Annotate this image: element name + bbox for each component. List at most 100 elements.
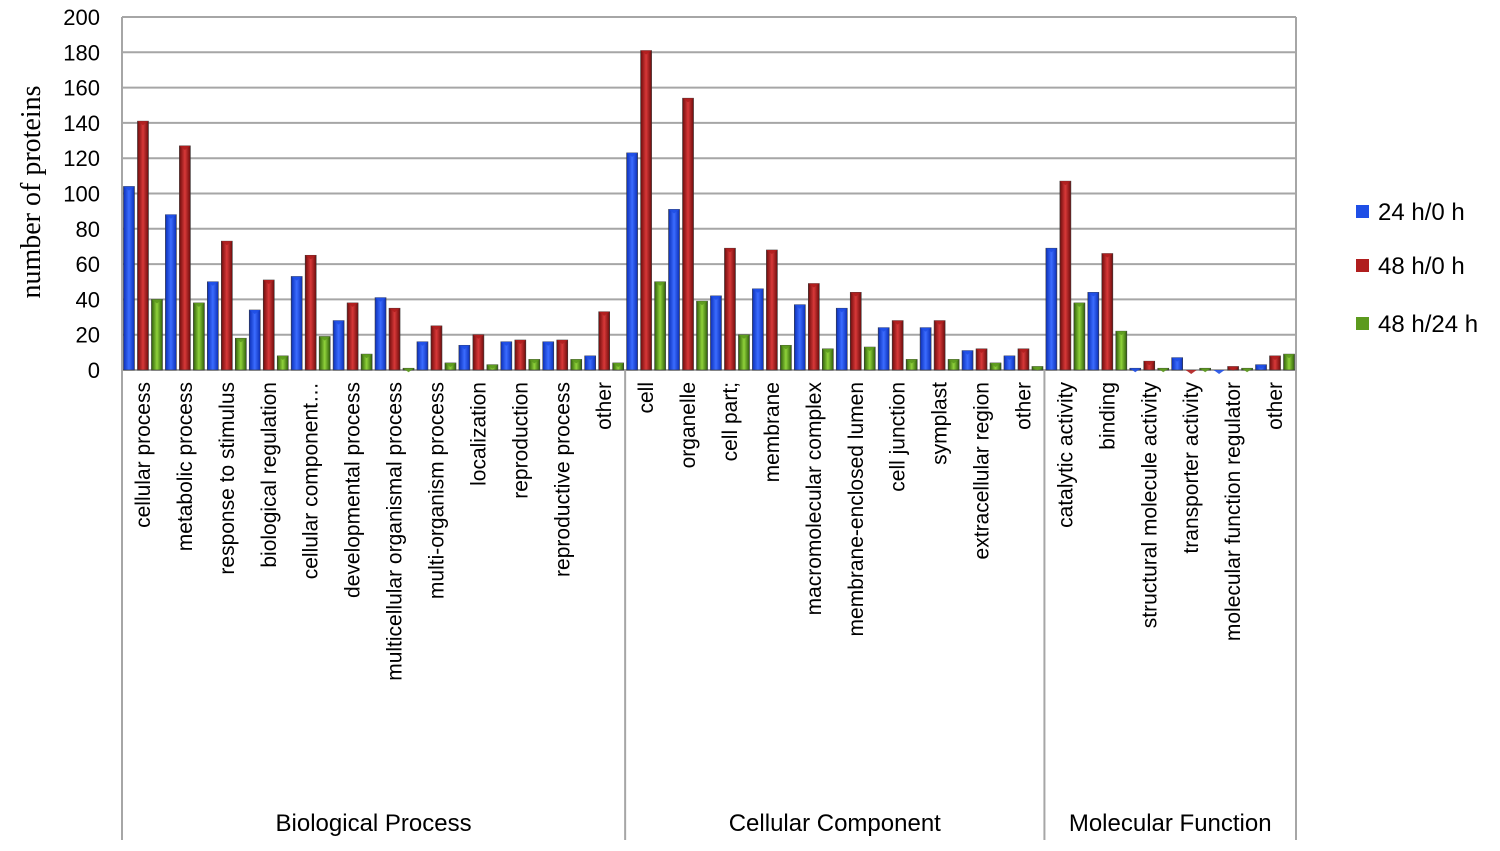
x-tick-label: localization <box>467 382 490 486</box>
bar-cap <box>514 339 526 344</box>
series-48h-0h-bar <box>346 302 359 371</box>
bar-cap <box>1129 368 1141 373</box>
bar-cap <box>1283 354 1295 359</box>
bar-cap <box>305 255 317 260</box>
y-tick-label: 80 <box>76 217 100 242</box>
series-24h-0h-bar <box>123 186 135 371</box>
series-24h-0h-bar <box>207 281 219 371</box>
bar-cap <box>766 249 778 254</box>
bar-cap <box>724 248 736 253</box>
series-24h-0h-bar <box>794 304 806 371</box>
bar-cap <box>570 359 582 364</box>
x-tick-label: response to stimulus <box>216 382 239 575</box>
bar-cap <box>1017 348 1029 353</box>
bar-cap <box>738 334 750 339</box>
bar-cap <box>165 214 177 219</box>
bar-cap <box>444 362 456 367</box>
labels: 0 20 40 60 80 100 120 140 160 180 200 cellular proc… <box>63 5 1287 837</box>
bar-cap <box>1045 248 1057 253</box>
series-48h-0h-bar <box>262 279 275 371</box>
series-48h-0h-bar <box>556 339 569 371</box>
series-24h-0h-bar <box>919 327 932 371</box>
bar-cap <box>1227 366 1239 371</box>
bar-cap <box>1157 368 1169 373</box>
series-48h-0h-bar <box>388 307 401 371</box>
bar-cap <box>403 368 415 373</box>
x-tick-label: multicellular organismal process <box>384 382 407 681</box>
bar-cap <box>1171 357 1183 362</box>
series-24h-0h-bar <box>835 307 848 371</box>
legend-entry-24h-0h: 24 h/0 h <box>1356 199 1465 226</box>
x-tick-label: reproductive process <box>551 382 574 577</box>
series-48h-0h-bar <box>808 283 820 371</box>
series-48h-0h-bar <box>849 292 862 371</box>
bar-cap <box>878 327 890 332</box>
x-tick-label: cellular process <box>132 382 155 528</box>
series-48h-24h-bar <box>235 337 247 371</box>
x-tick-label: biological regulation <box>258 382 281 568</box>
bar-cap <box>654 281 666 286</box>
series-24h-0h-bar <box>1087 292 1100 371</box>
x-tick-label: binding <box>1096 382 1119 450</box>
bar-cap <box>375 297 387 302</box>
bar-cap <box>794 304 806 309</box>
y-tick-label: 200 <box>63 5 100 30</box>
bar-cap <box>542 341 554 346</box>
bar-cap <box>612 362 624 367</box>
x-tick-label: cellular component… <box>300 382 323 579</box>
bar-cap <box>193 302 205 307</box>
series-48h-24h-bar <box>318 336 331 371</box>
x-tick-label: cell junction <box>887 382 910 492</box>
group-label: Cellular Component <box>729 810 941 837</box>
bar-cap <box>137 121 149 126</box>
y-tick-label: 180 <box>63 40 100 65</box>
series-24h-0h-bar <box>710 295 722 371</box>
series-48h-0h-bar <box>179 145 191 371</box>
series-48h-24h-bar <box>193 302 205 371</box>
series-24h-0h-bar <box>500 341 513 371</box>
x-tick-label: developmental process <box>342 382 365 598</box>
series-24h-0h-bar <box>416 341 429 371</box>
series-24h-0h-bar <box>374 297 387 371</box>
bar-cap <box>1241 368 1253 373</box>
series-48h-0h-bar <box>472 334 485 371</box>
series-48h-24h-bar <box>151 299 163 371</box>
series-24h-0h-bar <box>165 214 177 371</box>
series-48h-24h-bar <box>1115 330 1128 371</box>
bar-cap <box>1031 366 1043 371</box>
bar-cap <box>906 359 918 364</box>
series-48h-24h-bar <box>654 281 666 371</box>
bar-cap <box>361 354 373 359</box>
bar-cap <box>179 145 191 150</box>
y-tick-label: 40 <box>76 287 100 312</box>
bar-cap <box>486 364 498 369</box>
series-48h-0h-bar <box>598 311 610 371</box>
series-48h-0h-bar <box>221 240 233 371</box>
x-tick-label: membrane-enclosed lumen <box>845 382 868 636</box>
x-tick-label: multi-organism process <box>425 382 448 599</box>
bar-cap <box>249 309 261 314</box>
series-48h-24h-bar <box>1073 302 1086 371</box>
axes <box>121 17 1297 840</box>
series-48h-0h-bar <box>514 339 527 371</box>
series-48h-0h-bar <box>933 320 946 371</box>
legend-swatch <box>1356 259 1369 272</box>
x-tick-label: symplast <box>929 382 952 465</box>
series-24h-0h-bar <box>877 327 890 371</box>
group-label: Molecular Function <box>1069 810 1272 837</box>
legend-label: 48 h/24 h <box>1378 311 1478 338</box>
bar-cap <box>962 350 974 355</box>
bar-cap <box>626 152 638 157</box>
bar-cap <box>1059 181 1071 186</box>
bar-cap <box>864 347 876 352</box>
x-tick-label: other <box>593 382 616 430</box>
bar-cap <box>347 302 359 307</box>
series-48h-0h-bar <box>430 325 443 371</box>
series-24h-0h-bar <box>752 288 764 371</box>
bar-cap <box>263 279 275 284</box>
bar-cap <box>920 327 932 332</box>
series-24h-0h-bar <box>290 276 303 371</box>
bar-cap <box>123 186 135 191</box>
bar-cap <box>1087 292 1099 297</box>
